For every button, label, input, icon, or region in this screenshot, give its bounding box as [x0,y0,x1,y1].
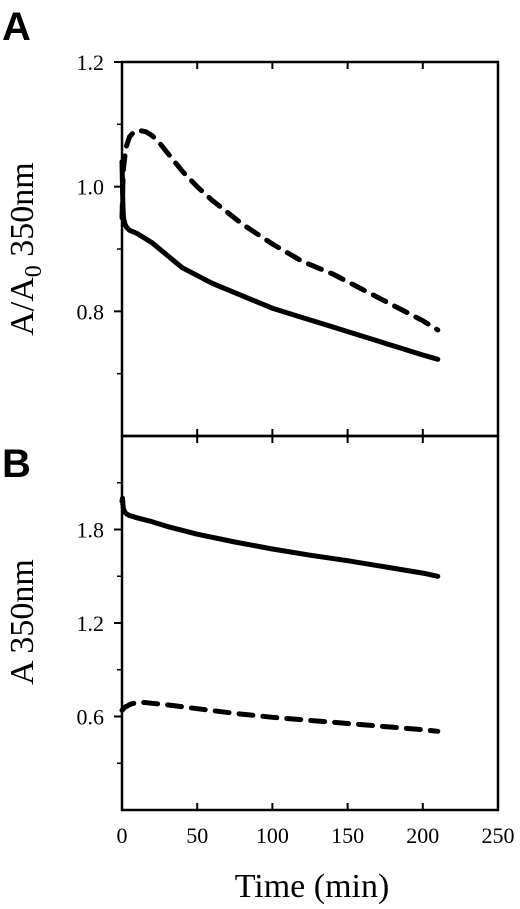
x-axis-title: Time (min) [235,868,390,905]
panel-a-ylabel-subscript: 0 [21,265,47,277]
panel-a-series-solid-line [119,159,441,362]
panel-b-y-axis-title: A 350nm [4,559,41,685]
panel-a-y-tick-label: 1.0 [77,175,105,200]
panel-a-y-tick-label: 1.2 [77,50,105,75]
x-tick-label: 100 [256,823,289,848]
panel-b-frame [120,434,500,812]
svg-text:A/A0 350nm: A/A0 350nm [4,162,47,336]
x-tick-label: 250 [482,823,515,848]
panel-b-y-tick-label: 0.6 [77,705,105,730]
panel-a-ylabel-suffix: 350nm [4,162,41,265]
panel-b-y-tick-label: 1.8 [77,518,105,543]
panel-b-plot-area: 0 50 100 150 200 250 0.6 1.2 1.8 [77,436,515,848]
panel-a-plot-area: 0.8 1.0 1.2 [77,50,499,436]
panel-a-y-axis-title: A/A0 350nm [4,162,47,336]
panel-label-b: B [2,442,31,486]
panel-b-y-tick-label: 1.2 [77,611,105,636]
x-tick-label: 150 [331,823,364,848]
x-tick-label: 0 [117,823,128,848]
panel-a-ylabel-main: A/A [4,277,41,336]
x-tick-label: 200 [406,823,439,848]
panel-a-frame [120,60,500,438]
panel-label-a: A [2,5,31,49]
panel-a-series-dashed-line [119,128,441,333]
panel-a-y-tick-label: 0.8 [77,299,105,324]
panel-b-series-solid-line [119,495,441,579]
x-tick-label: 50 [186,823,208,848]
panel-b-series-dashed-line [119,700,441,734]
